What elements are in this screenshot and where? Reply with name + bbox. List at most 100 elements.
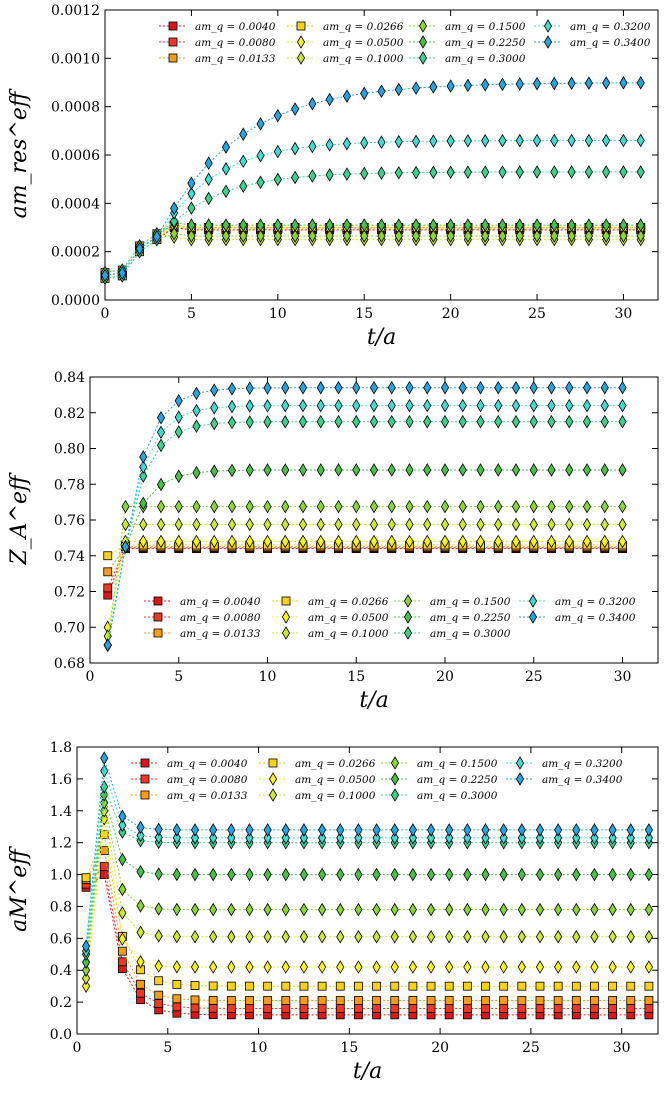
data-point — [408, 996, 418, 1005]
series-line — [104, 224, 641, 273]
series — [100, 76, 645, 283]
data-point — [387, 414, 396, 429]
data-point — [644, 831, 653, 845]
legend-label: am_q = 0.0133 — [167, 790, 248, 802]
data-point — [354, 960, 363, 974]
data-point — [192, 403, 201, 418]
data-point — [644, 996, 654, 1005]
data-point — [511, 534, 521, 549]
data-point — [567, 218, 576, 232]
data-point — [369, 414, 379, 429]
data-point — [281, 831, 290, 845]
data-point — [227, 867, 236, 882]
data-point — [118, 809, 127, 824]
data-point — [281, 414, 290, 429]
legend-marker — [153, 612, 163, 622]
data-point — [572, 929, 581, 944]
data-point — [372, 996, 381, 1005]
data-point — [352, 380, 361, 395]
data-point — [390, 902, 399, 917]
data-point — [499, 929, 508, 944]
data-point — [554, 960, 563, 974]
data-point — [204, 229, 213, 243]
series — [100, 220, 646, 277]
data-point — [565, 517, 574, 532]
data-point — [273, 229, 282, 243]
data-point — [360, 229, 369, 243]
data-point — [529, 380, 538, 395]
data-point — [567, 165, 576, 179]
data-point — [554, 902, 563, 917]
data-point — [298, 499, 308, 514]
data-point — [172, 994, 182, 1004]
y-tick-label: 0.0 — [50, 1027, 72, 1043]
data-point — [429, 134, 438, 148]
data-point — [192, 534, 201, 549]
data-point — [499, 996, 509, 1005]
data-point — [154, 830, 163, 845]
data-point — [390, 1004, 400, 1013]
data-point — [644, 1004, 654, 1013]
data-point — [463, 902, 472, 917]
legend: am_q = 0.0040 am_q = 0.0080 am_q = 0.0133 a… — [159, 19, 651, 65]
data-point — [172, 867, 181, 882]
data-point — [535, 960, 545, 974]
data-point — [426, 831, 436, 845]
data-point — [100, 764, 109, 778]
data-point — [210, 534, 219, 549]
y-tick-label: 0.2 — [50, 995, 72, 1011]
data-point — [372, 867, 381, 882]
data-point — [239, 229, 248, 243]
data-point — [299, 902, 309, 917]
data-point — [458, 398, 467, 413]
y-tick-label: 0.4 — [50, 963, 72, 979]
data-point — [547, 414, 556, 429]
data-point — [511, 463, 521, 477]
series — [81, 830, 654, 991]
legend-label: am_q = 0.0266 — [308, 596, 389, 608]
data-point — [336, 867, 345, 882]
legend-marker — [268, 772, 278, 786]
za-chart: 0 5 10 15 20 25 30 0.68 0.70 0.72 0.74 0.76 0.78 0.80… — [7, 370, 659, 713]
data-point — [245, 981, 254, 991]
data-point — [547, 534, 556, 549]
legend-label: am_q = 0.1500 — [430, 596, 511, 608]
data-point — [239, 218, 248, 232]
y-tick-label: 0.0000 — [51, 293, 100, 309]
data-point — [554, 929, 563, 944]
data-point — [553, 996, 563, 1005]
data-point — [565, 414, 574, 429]
data-point — [387, 398, 396, 413]
data-point — [498, 218, 507, 232]
data-point — [390, 831, 399, 845]
data-point — [245, 996, 254, 1005]
series-line — [107, 548, 623, 596]
data-point — [190, 981, 200, 990]
data-point — [154, 999, 164, 1008]
legend-label: am_q = 0.1500 — [417, 758, 498, 770]
data-point — [553, 981, 563, 991]
data-point — [354, 831, 363, 845]
y-tick-label: 0.0008 — [51, 100, 100, 116]
data-point — [156, 517, 166, 532]
legend-marker — [390, 756, 400, 770]
data-point — [154, 822, 163, 837]
data-point — [298, 463, 308, 477]
legend-marker — [268, 758, 278, 768]
data-point — [600, 398, 609, 413]
data-point — [440, 517, 450, 532]
data-point — [444, 981, 454, 991]
data-point — [221, 162, 231, 176]
data-point — [172, 960, 181, 974]
legend-marker — [515, 772, 525, 786]
x-axis-label: t/a — [353, 1059, 382, 1084]
data-point — [619, 165, 628, 179]
legend-label: am_q = 0.1000 — [295, 790, 376, 802]
data-point — [208, 1003, 218, 1013]
data-point — [342, 218, 352, 232]
data-point — [636, 133, 645, 148]
series-line — [107, 544, 623, 557]
data-point — [644, 823, 653, 837]
series — [100, 226, 645, 286]
data-point — [352, 414, 361, 429]
